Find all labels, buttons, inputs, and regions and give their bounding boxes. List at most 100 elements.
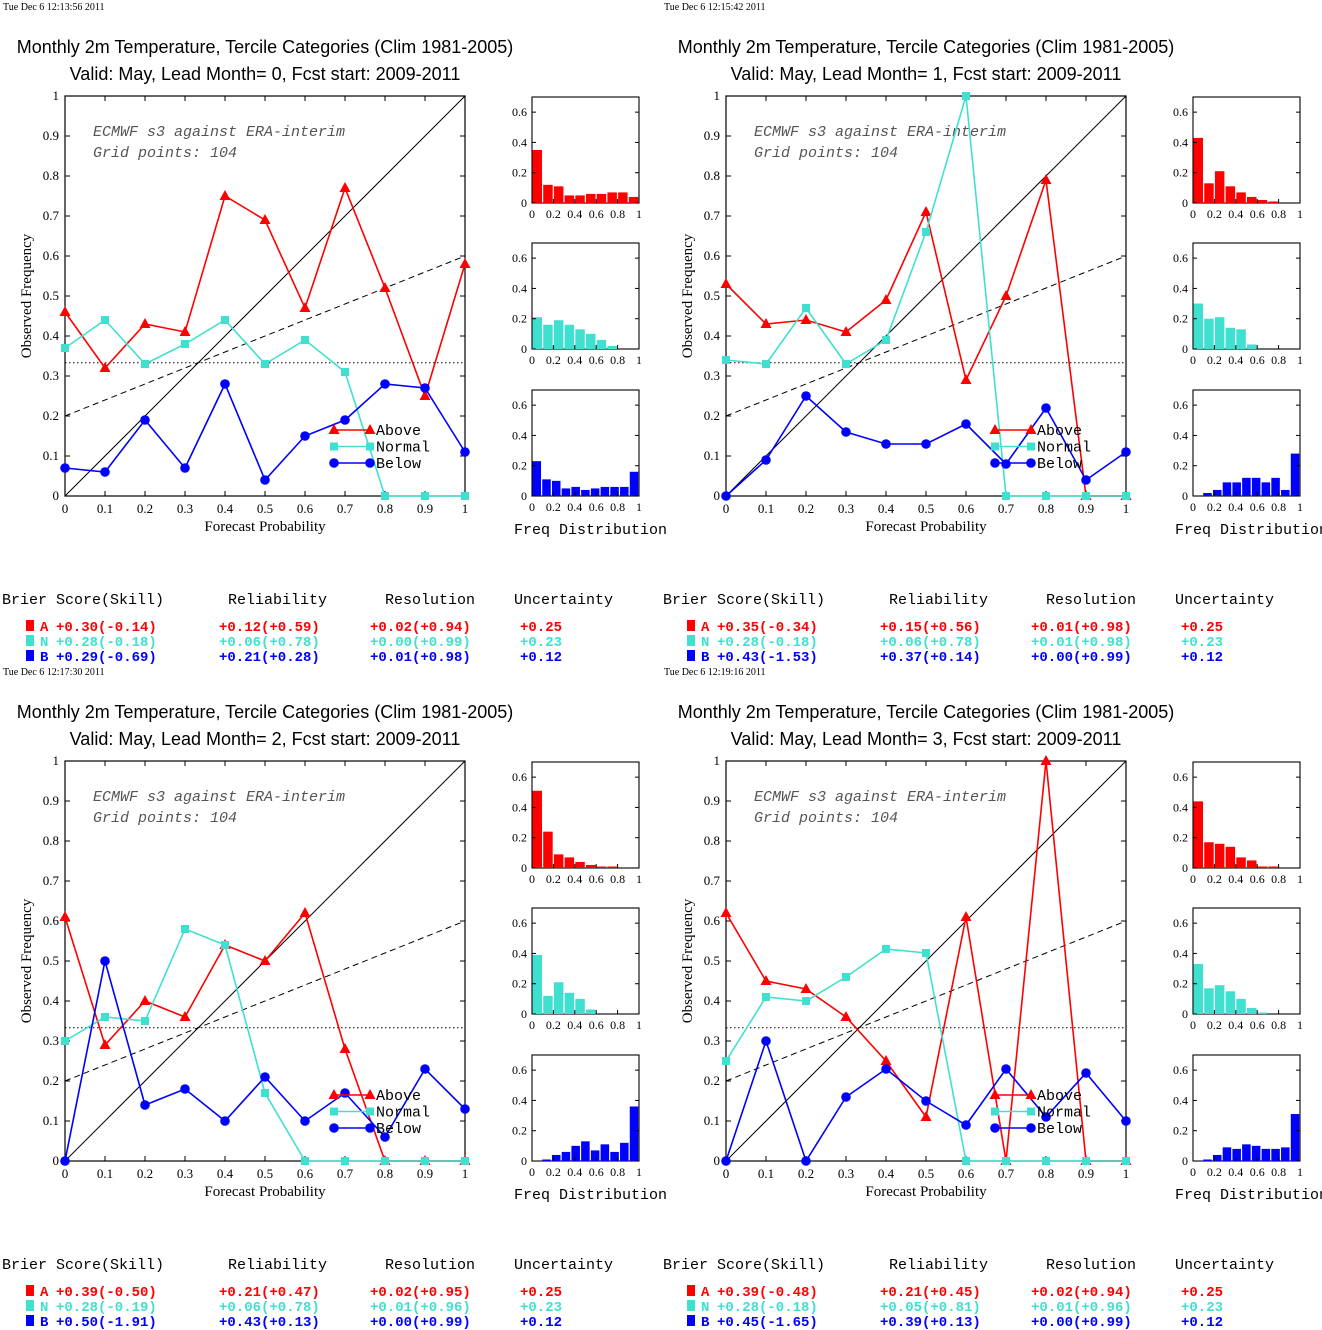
legend-marker xyxy=(1027,1107,1035,1116)
hist-y-tick-label: 0.4 xyxy=(1173,1093,1188,1107)
histogram-bar xyxy=(564,992,575,1014)
x-tick-label: 0.5 xyxy=(918,1166,934,1181)
histogram-bar xyxy=(1193,964,1203,1014)
score-value: +0.45(-1.65) xyxy=(717,1315,818,1330)
hist-y-tick-label: 0.6 xyxy=(1173,916,1188,930)
hist-x-tick-label: 0.8 xyxy=(1271,353,1286,367)
histogram-bar xyxy=(1247,196,1257,203)
histogram-bar xyxy=(628,196,639,203)
histogram-normal: 0 0.2 0.4 0.6 0 0.2 0.4 0.6 0.8 1 xyxy=(512,242,642,367)
legend-marker xyxy=(989,1089,1001,1099)
legend-label: Above xyxy=(376,423,421,440)
histogram-bar xyxy=(1203,1159,1212,1161)
row-letter: N xyxy=(701,635,709,651)
y-tick-label: 1 xyxy=(53,753,60,768)
series-above xyxy=(720,174,1132,500)
hist-x-tick-label: 0.4 xyxy=(1228,872,1243,886)
y-axis-label: Observed Frequency xyxy=(19,233,35,358)
hist-y-tick-label: 0.4 xyxy=(1173,281,1188,295)
x-tick-label: 0.6 xyxy=(958,501,975,516)
histogram-bar xyxy=(564,324,575,349)
x-tick-label: 0.7 xyxy=(998,1166,1015,1181)
data-point xyxy=(1121,1116,1131,1126)
hist-y-tick-label: 0.2 xyxy=(1173,977,1188,991)
y-tick-label: 0 xyxy=(714,488,721,503)
score-value: +0.50(-1.91) xyxy=(56,1315,157,1330)
data-point xyxy=(760,975,772,985)
data-point xyxy=(221,316,229,324)
data-point xyxy=(960,911,972,921)
histogram-above: 0 0.2 0.4 0.6 0 0.2 0.4 0.6 0.8 1 xyxy=(1173,96,1303,221)
histogram-above: 0 0.2 0.4 0.6 0 0.2 0.4 0.6 0.8 1 xyxy=(512,761,642,886)
histogram-frame xyxy=(531,907,640,1015)
row-letter: N xyxy=(701,1300,709,1316)
legend-marker xyxy=(989,424,1001,434)
hist-y-tick-label: 0.6 xyxy=(512,105,527,119)
legend-marker xyxy=(365,458,375,468)
row-swatch xyxy=(26,620,34,631)
y-tick-label: 1 xyxy=(714,88,721,103)
hist-x-tick-label: 0.8 xyxy=(1271,207,1286,221)
data-point xyxy=(921,1096,931,1106)
y-tick-label: 0.3 xyxy=(43,368,59,383)
hist-x-tick-label: 0.2 xyxy=(1207,353,1222,367)
data-point xyxy=(1002,492,1010,500)
hist-y-tick-label: 0 xyxy=(1182,1154,1188,1168)
hist-y-tick-label: 0.4 xyxy=(1173,946,1188,960)
histogram-bar xyxy=(586,333,596,349)
data-point xyxy=(802,997,810,1005)
histogram-bar xyxy=(543,324,553,349)
histogram-bar xyxy=(1212,1154,1222,1161)
histogram-bar xyxy=(596,866,607,868)
hist-y-tick-label: 0.2 xyxy=(512,459,527,473)
x-tick-label: 0.7 xyxy=(998,501,1015,516)
histogram-bar xyxy=(551,1154,561,1161)
legend-marker xyxy=(330,442,338,451)
y-tick-label: 0.6 xyxy=(704,913,721,928)
series-below xyxy=(721,1036,1131,1166)
score-row-B: B +0.29(-0.69) +0.21(+0.28) +0.01(+0.98) +0.… xyxy=(26,650,562,666)
data-point xyxy=(1040,755,1052,765)
data-point xyxy=(1000,290,1012,300)
legend-marker xyxy=(366,442,374,451)
histogram-bar xyxy=(1214,171,1225,203)
y-tick-label: 0.6 xyxy=(43,248,60,263)
row-swatch xyxy=(687,635,695,646)
hist-x-tick-label: 0.8 xyxy=(1271,1165,1286,1179)
series-above xyxy=(720,755,1132,1165)
data-point xyxy=(339,182,351,192)
histogram-bar xyxy=(1257,1012,1268,1014)
perfect-reliability-line xyxy=(725,95,1127,497)
score-row-A: A +0.35(-0.34) +0.15(+0.56) +0.01(+0.98) +0.… xyxy=(687,620,1223,636)
hist-x-tick-label: 0.4 xyxy=(1228,207,1243,221)
data-point xyxy=(219,190,231,200)
data-point xyxy=(961,419,971,429)
data-point xyxy=(720,278,732,288)
y-tick-label: 0.6 xyxy=(43,913,60,928)
data-point xyxy=(260,475,270,485)
hist-x-tick-label: 0.4 xyxy=(1228,353,1243,367)
y-tick-label: 1 xyxy=(53,88,60,103)
y-tick-label: 0.4 xyxy=(43,328,60,343)
histogram-normal: 0 0.2 0.4 0.6 0 0.2 0.4 0.6 0.8 1 xyxy=(512,907,642,1032)
x-tick-label: 0.4 xyxy=(217,1166,234,1181)
histogram-bar xyxy=(596,193,607,203)
histogram-bar xyxy=(1214,985,1225,1014)
hist-x-tick-label: 0.4 xyxy=(1228,1018,1243,1032)
data-point xyxy=(100,467,110,477)
series-normal xyxy=(61,925,469,1165)
hist-x-tick-label: 0 xyxy=(1190,872,1196,886)
table-header: Brier Score(Skill) xyxy=(663,1257,825,1274)
hist-x-tick-label: 0.4 xyxy=(1228,1165,1243,1179)
x-tick-label: 0 xyxy=(723,501,730,516)
legend-marker xyxy=(1025,424,1037,434)
data-point xyxy=(340,415,350,425)
histogram-bar xyxy=(1281,489,1290,496)
hist-x-tick-label: 0.8 xyxy=(610,207,625,221)
score-value: +0.00(+0.99) xyxy=(1031,650,1132,666)
x-axis-label: Forecast Probability xyxy=(204,519,326,535)
hist-x-tick-label: 0 xyxy=(529,1018,535,1032)
histogram-bar xyxy=(1204,842,1214,868)
